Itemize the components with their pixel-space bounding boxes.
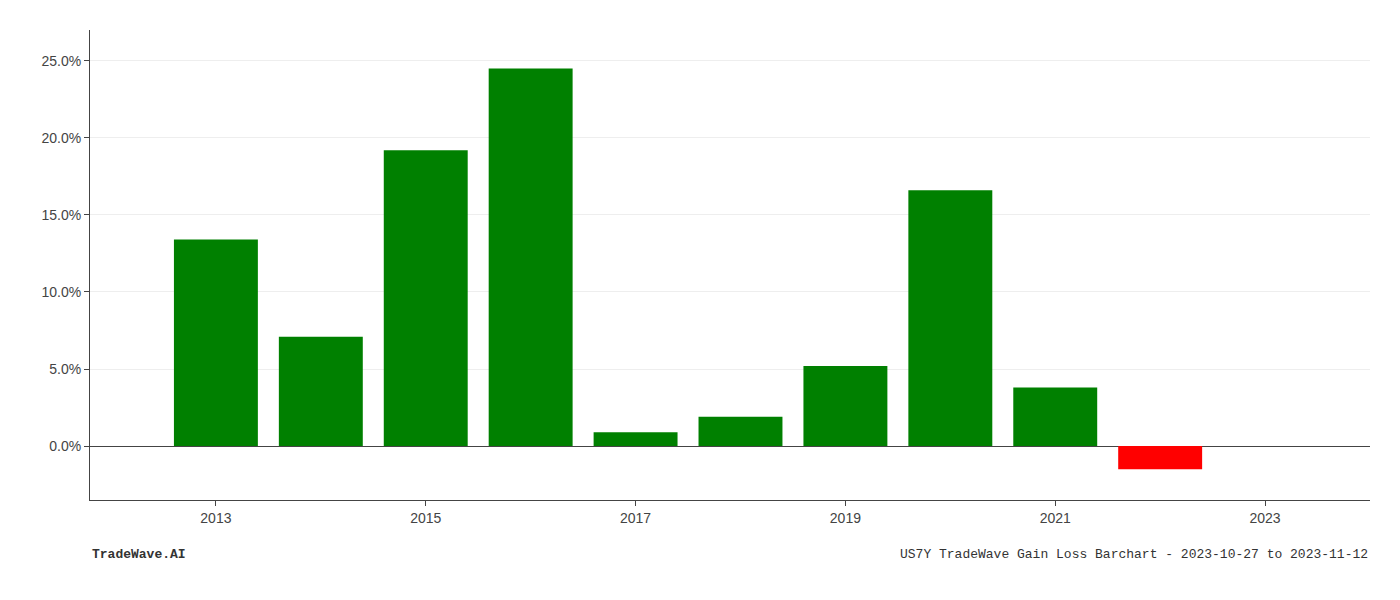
svg-text:2015: 2015 [410, 510, 441, 526]
svg-text:TradeWave.AI: TradeWave.AI [92, 547, 186, 562]
svg-text:2023: 2023 [1250, 510, 1281, 526]
svg-text:15.0%: 15.0% [41, 207, 81, 223]
svg-text:20.0%: 20.0% [41, 130, 81, 146]
svg-text:2013: 2013 [200, 510, 231, 526]
svg-text:2019: 2019 [830, 510, 861, 526]
svg-text:2021: 2021 [1040, 510, 1071, 526]
svg-text:0.0%: 0.0% [49, 438, 81, 454]
svg-text:5.0%: 5.0% [49, 361, 81, 377]
svg-text:25.0%: 25.0% [41, 53, 81, 69]
svg-text:10.0%: 10.0% [41, 284, 81, 300]
svg-text:US7Y TradeWave Gain Loss Barch: US7Y TradeWave Gain Loss Barchart - 2023… [900, 547, 1368, 562]
svg-text:2017: 2017 [620, 510, 651, 526]
